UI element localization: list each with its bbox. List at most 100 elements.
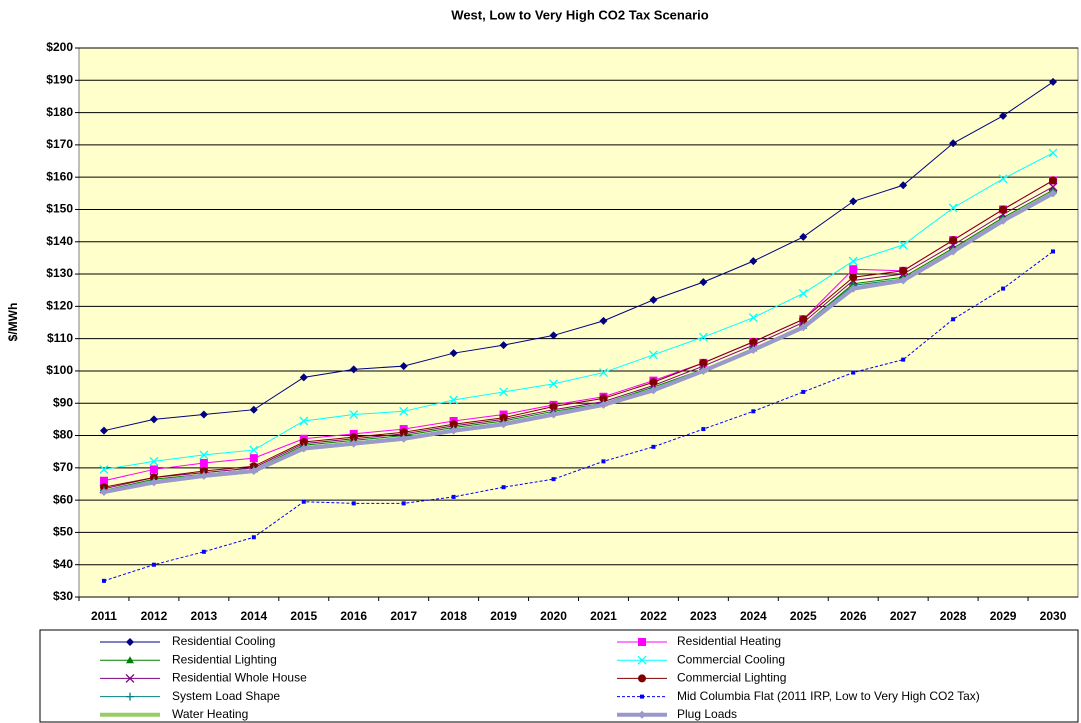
data-point — [351, 501, 356, 506]
data-point — [299, 416, 309, 426]
data-point — [898, 240, 908, 250]
series-line — [103, 81, 1054, 432]
series-line — [103, 186, 1054, 490]
data-point — [149, 415, 158, 424]
y-tick-label: $90 — [53, 395, 73, 409]
legend-marker — [637, 655, 647, 665]
series-line — [103, 179, 1054, 488]
data-point — [101, 578, 106, 583]
data-point — [999, 205, 1008, 214]
data-point — [998, 174, 1008, 184]
data-point — [399, 362, 408, 371]
chart-title: West, Low to Very High CO2 Tax Scenario — [451, 7, 708, 22]
data-point — [549, 331, 558, 340]
data-point — [349, 439, 358, 448]
data-point — [748, 313, 758, 323]
data-point — [848, 256, 858, 266]
data-point — [451, 494, 456, 499]
x-tick-label: 2025 — [790, 609, 817, 623]
data-point — [549, 402, 558, 411]
x-tick-label: 2029 — [990, 609, 1017, 623]
data-point — [149, 456, 159, 466]
data-point — [349, 433, 358, 442]
y-tick-label: $100 — [46, 363, 73, 377]
legend-marker — [126, 638, 134, 646]
data-point — [899, 276, 908, 285]
data-point — [599, 400, 608, 409]
x-tick-label: 2027 — [890, 609, 917, 623]
data-point — [698, 332, 708, 342]
x-tick-label: 2016 — [340, 609, 367, 623]
y-tick-label: $160 — [46, 169, 73, 183]
data-point — [799, 323, 808, 332]
x-tick-label: 2023 — [690, 609, 717, 623]
data-point — [699, 278, 708, 287]
legend-marker — [638, 710, 646, 719]
series-line — [103, 179, 1054, 482]
data-point — [749, 337, 758, 346]
data-point — [849, 284, 858, 293]
y-tick-label: $120 — [46, 299, 73, 313]
data-point — [151, 562, 156, 567]
data-point — [999, 216, 1008, 225]
y-tick-label: $60 — [53, 492, 73, 506]
x-tick-label: 2013 — [191, 609, 218, 623]
legend-label: Residential Cooling — [172, 634, 275, 648]
legend-label: Water Heating — [172, 707, 248, 721]
data-point — [948, 203, 958, 213]
data-point — [201, 549, 206, 554]
data-point — [399, 434, 408, 443]
x-tick-label: 2020 — [540, 609, 567, 623]
data-point — [1049, 176, 1058, 185]
data-point — [949, 139, 958, 148]
data-point — [99, 476, 108, 485]
data-point — [699, 358, 708, 367]
data-point — [199, 410, 208, 419]
data-point — [949, 236, 958, 245]
data-point — [551, 477, 556, 482]
x-tick-label: 2024 — [740, 609, 767, 623]
data-point — [1048, 148, 1058, 158]
series-line — [103, 152, 1054, 470]
data-point — [99, 464, 109, 474]
legend-label: Commercial Lighting — [677, 671, 786, 685]
series-line — [103, 251, 1054, 582]
data-point — [849, 273, 858, 282]
y-tick-label: $110 — [47, 331, 73, 345]
data-point — [199, 450, 209, 460]
data-point — [649, 386, 658, 395]
legend-label: Residential Heating — [677, 634, 781, 648]
data-point — [549, 379, 558, 389]
data-point — [851, 370, 856, 375]
y-tick-label: $80 — [53, 428, 73, 442]
data-point — [299, 444, 308, 453]
y-tick-label: $150 — [46, 202, 73, 216]
data-point — [699, 366, 708, 375]
legend-marker — [125, 673, 135, 683]
legend-marker — [126, 692, 134, 701]
x-tick-label: 2021 — [590, 609, 617, 623]
data-point — [751, 409, 756, 414]
legend-label: Mid Columbia Flat (2011 IRP, Low to Very… — [677, 689, 980, 703]
data-point — [399, 428, 408, 437]
data-point — [798, 288, 808, 298]
data-point — [299, 437, 308, 446]
y-tick-label: $70 — [53, 460, 73, 474]
data-point — [701, 427, 706, 432]
y-tick-label: $140 — [46, 234, 73, 248]
x-tick-label: 2014 — [240, 609, 267, 623]
data-point — [749, 345, 758, 354]
data-point — [301, 499, 306, 504]
x-tick-label: 2019 — [490, 609, 517, 623]
data-point — [648, 350, 658, 360]
legend-marker — [638, 674, 646, 683]
data-point — [549, 410, 558, 419]
data-point — [449, 426, 458, 435]
y-tick-label: $40 — [53, 557, 73, 571]
data-point — [499, 387, 509, 397]
data-point — [449, 395, 459, 405]
legend-marker — [640, 694, 644, 699]
y-tick-label: $50 — [53, 525, 73, 539]
data-point — [449, 420, 458, 429]
